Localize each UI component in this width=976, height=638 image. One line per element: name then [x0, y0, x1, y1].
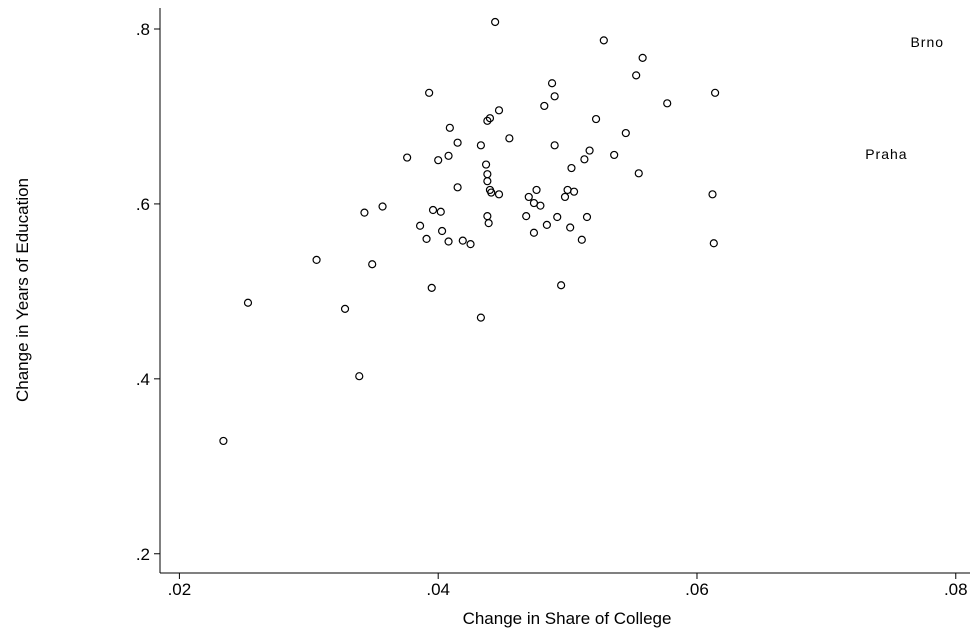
point: [550, 92, 559, 101]
point: [567, 163, 576, 173]
y-tick-label: .6: [136, 195, 150, 214]
point: [428, 205, 438, 215]
point: [378, 202, 387, 211]
point: [483, 116, 492, 125]
point: [444, 151, 453, 160]
x-axis-label: Change in Share of College: [463, 609, 672, 628]
point: [484, 219, 493, 228]
point: [505, 134, 514, 143]
point: [524, 192, 533, 202]
point: [368, 260, 377, 269]
point: [481, 160, 491, 169]
point: [422, 234, 431, 243]
point: [522, 212, 531, 221]
point: [243, 298, 253, 307]
y-tick-label: .8: [136, 20, 150, 39]
point: [483, 212, 492, 221]
point: [445, 123, 454, 132]
point: [444, 237, 453, 246]
y-tick-label: .4: [136, 370, 150, 389]
point: [360, 208, 369, 217]
x-tick-label: .08: [944, 580, 968, 599]
point: [491, 17, 500, 27]
point: [458, 236, 467, 245]
point: [553, 212, 562, 222]
point: [494, 106, 504, 115]
x-tick-label: .02: [168, 580, 192, 599]
point: [591, 114, 601, 124]
point: [638, 53, 647, 62]
point: [415, 221, 425, 230]
point: [569, 187, 579, 196]
point: [436, 207, 445, 216]
x-tick-label: .04: [426, 580, 450, 599]
point: [550, 141, 559, 150]
point: [437, 226, 447, 236]
point: [476, 141, 485, 150]
point: [476, 313, 485, 322]
point: [632, 71, 641, 80]
point: [547, 79, 557, 88]
point: [453, 183, 462, 192]
point: [585, 146, 594, 155]
point: [403, 153, 412, 162]
point: [542, 220, 551, 230]
point: [540, 101, 549, 111]
point: [219, 436, 228, 446]
point: [425, 88, 434, 97]
point-label: Brno: [910, 34, 944, 50]
point: [566, 223, 575, 232]
point: [577, 235, 586, 244]
point: [710, 88, 720, 97]
point: [453, 138, 462, 147]
point: [485, 114, 495, 123]
point: [582, 212, 592, 222]
point: [560, 192, 570, 202]
point-label: Praha: [865, 146, 907, 162]
point: [599, 36, 608, 45]
point: [312, 255, 321, 264]
point: [708, 190, 717, 199]
y-tick-label: .2: [136, 545, 150, 564]
point: [634, 169, 643, 178]
point: [536, 201, 545, 210]
point: [580, 155, 589, 164]
point: [610, 150, 619, 160]
point: [529, 228, 539, 237]
point: [427, 283, 436, 292]
point: [355, 372, 364, 381]
point: [532, 185, 541, 195]
point: [483, 170, 492, 179]
point: [663, 99, 672, 108]
point: [494, 190, 504, 199]
point: [709, 239, 718, 248]
point: [483, 177, 492, 186]
point: [487, 188, 496, 197]
y-axis-label: Change in Years of Education: [13, 178, 32, 402]
point: [466, 240, 475, 249]
point: [557, 281, 566, 290]
point: [340, 304, 350, 313]
x-tick-label: .06: [685, 580, 709, 599]
point: [621, 128, 630, 138]
point: [434, 156, 443, 165]
